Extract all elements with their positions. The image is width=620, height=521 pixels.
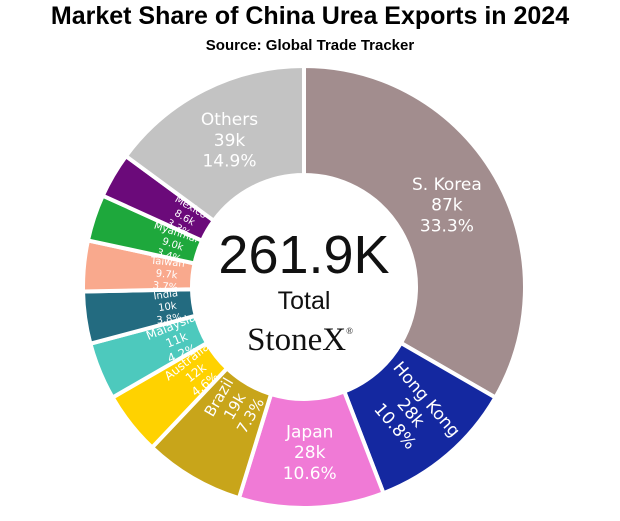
center-block: 261.9K Total StoneX® xyxy=(218,225,389,358)
slice-name-others: Others xyxy=(201,110,258,130)
slice-others xyxy=(123,64,306,223)
slice-percent-others: 14.9% xyxy=(202,152,256,172)
slice-name-s-korea: S. Korea xyxy=(412,175,482,195)
donut-slices xyxy=(81,64,527,510)
slice-name-taiwan: Taiwan xyxy=(149,256,185,270)
slice-value-others: 39k xyxy=(214,131,246,151)
chart-title: Market Share of China Urea Exports in 20… xyxy=(50,2,570,30)
slice-value-japan: 28k xyxy=(294,443,326,463)
slice-value-s-korea: 87k xyxy=(431,196,463,216)
slice-name-india: India xyxy=(153,288,179,302)
slice-name-japan: Japan xyxy=(285,422,333,442)
center-total-value: 261.9K xyxy=(218,225,389,285)
registered-mark: ® xyxy=(346,326,353,336)
slice-percent-taiwan: 3.7% xyxy=(152,280,178,293)
stonex-logo-text: StoneX xyxy=(247,322,346,358)
slice-value-taiwan: 9.7k xyxy=(155,268,178,281)
stonex-logo: StoneX® xyxy=(247,322,353,358)
slice-percent-india: 3.8% xyxy=(156,312,183,326)
slice-percent-s-korea: 33.3% xyxy=(420,216,474,236)
center-total-label: Total xyxy=(278,287,331,315)
slice-percent-japan: 10.6% xyxy=(283,464,337,484)
slice-s-korea xyxy=(302,64,527,400)
chart-subtitle: Source: Global Trade Tracker xyxy=(205,37,415,54)
slice-value-india: 10k xyxy=(158,301,178,315)
